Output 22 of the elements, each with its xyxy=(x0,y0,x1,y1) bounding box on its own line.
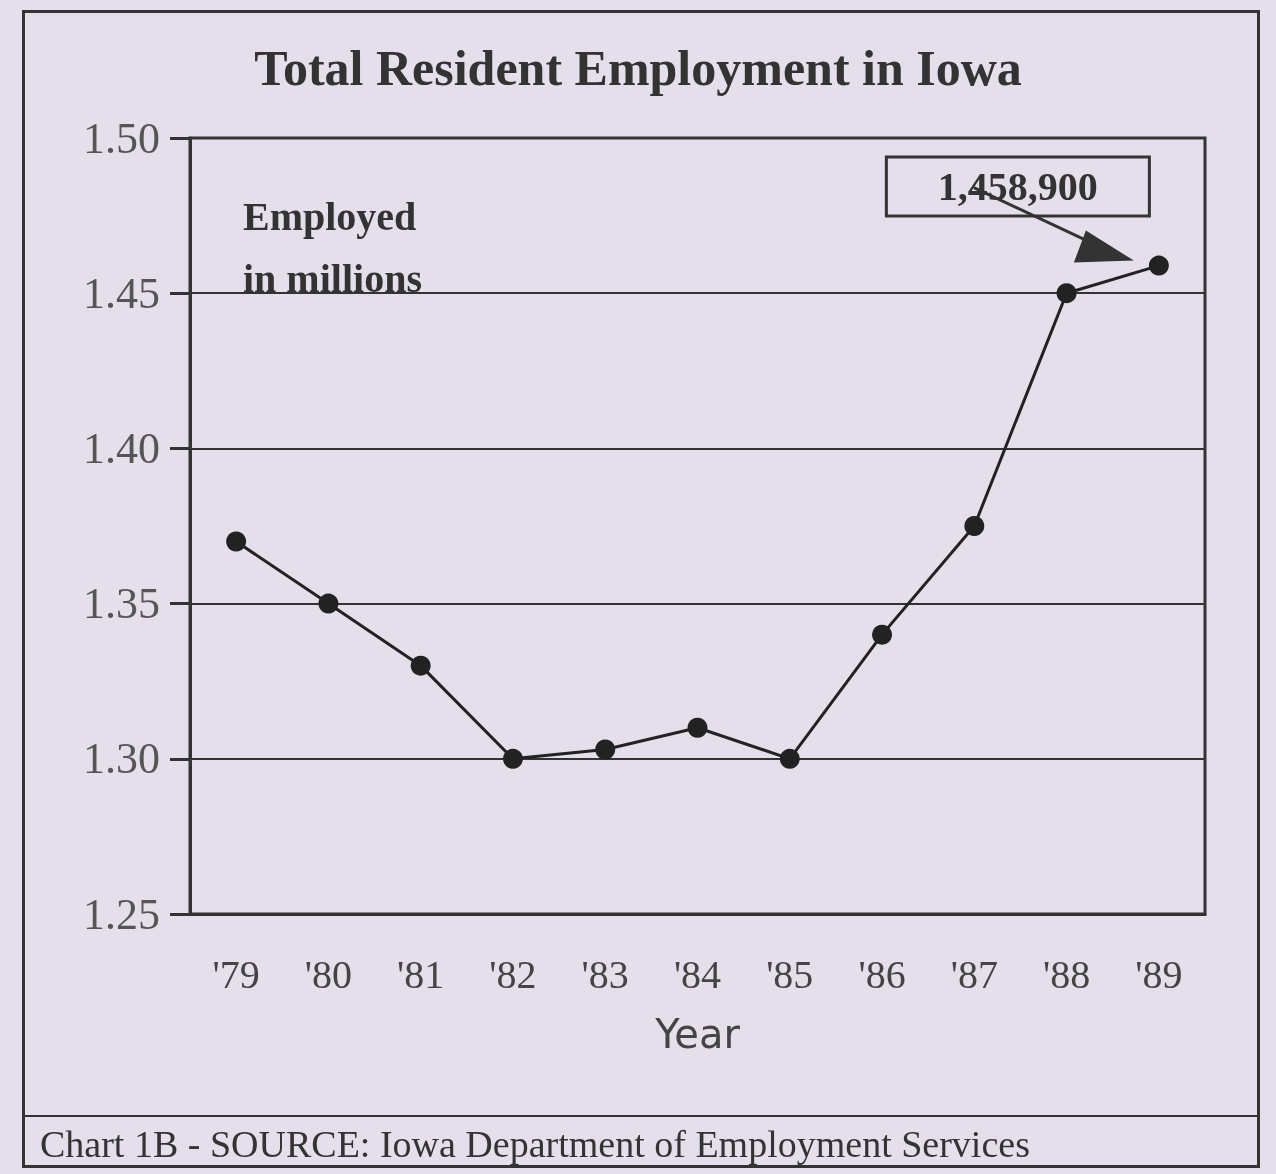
x-tick-label: '81 xyxy=(397,951,445,997)
chart-title: Total Resident Employment in Iowa xyxy=(254,40,1022,96)
x-tick-label: '88 xyxy=(1042,951,1091,997)
x-tick-label: '83 xyxy=(581,951,629,997)
y-tick-label: 1.50 xyxy=(83,113,160,163)
x-tick-label: '79 xyxy=(212,951,260,997)
y-tick-label: 1.45 xyxy=(83,268,160,318)
y-tick-label: 1.40 xyxy=(83,423,160,473)
x-tick-label: '82 xyxy=(489,951,537,997)
y-axis-title: Employed in millions xyxy=(243,193,422,301)
x-tick-label: '89 xyxy=(1135,951,1183,997)
x-tick-label: '84 xyxy=(673,951,722,997)
x-tick-label: '80 xyxy=(304,951,353,997)
y-tick-label: 1.25 xyxy=(83,889,160,939)
x-tick-label: '86 xyxy=(858,951,906,997)
x-tick-label: '85 xyxy=(766,951,814,997)
annotation: 1,458,900 xyxy=(937,164,1098,210)
x-tick-label: '87 xyxy=(950,951,998,997)
x-axis-title: Year xyxy=(654,1011,741,1057)
caption: Chart 1B - SOURCE: Iowa Department of Employment Services xyxy=(40,1122,1030,1166)
y-tick-label: 1.30 xyxy=(83,734,160,784)
y-tick-label: 1.35 xyxy=(83,579,160,629)
